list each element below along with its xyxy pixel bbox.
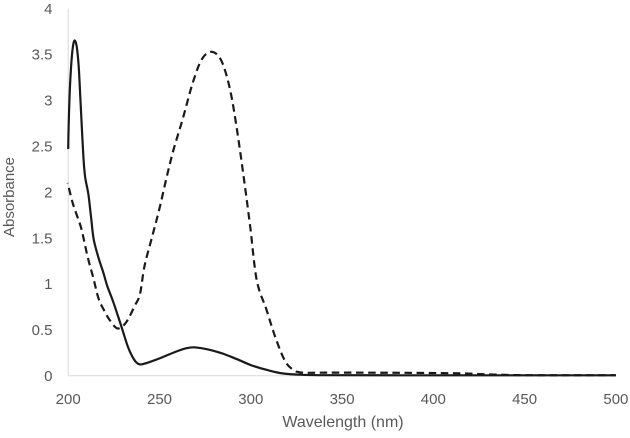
svg-text:250: 250 [147, 391, 172, 408]
svg-text:1.5: 1.5 [32, 230, 53, 247]
svg-text:Wavelength (nm): Wavelength (nm) [282, 414, 403, 431]
svg-text:500: 500 [603, 391, 628, 408]
svg-text:2.5: 2.5 [32, 139, 53, 156]
svg-text:0.5: 0.5 [32, 322, 53, 339]
svg-text:300: 300 [238, 391, 263, 408]
svg-text:0: 0 [44, 368, 52, 385]
svg-text:200: 200 [56, 391, 81, 408]
svg-text:4: 4 [44, 1, 52, 18]
svg-text:400: 400 [421, 391, 446, 408]
svg-text:3: 3 [44, 93, 52, 110]
svg-text:2: 2 [44, 184, 52, 201]
svg-text:450: 450 [512, 391, 537, 408]
svg-text:3.5: 3.5 [32, 47, 53, 64]
svg-text:350: 350 [330, 391, 355, 408]
svg-text:1: 1 [44, 276, 52, 293]
svg-text:Absorbance: Absorbance [1, 157, 18, 237]
